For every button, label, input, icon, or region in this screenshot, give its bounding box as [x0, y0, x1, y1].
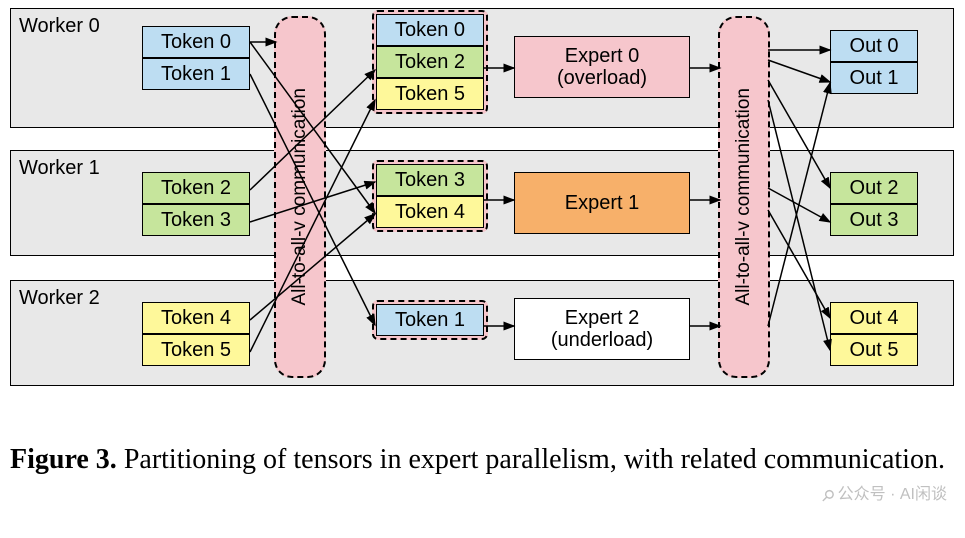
caption-bold: Figure 3. [10, 444, 117, 475]
watermark-text: 公众号 · AI闲谈 [838, 486, 947, 503]
output-token: Out 3 [830, 204, 918, 236]
comm-label: All-to-all-v communication [733, 88, 755, 306]
all-to-all-comm-0: All-to-all-v communication [274, 16, 326, 378]
routed-token: Token 5 [376, 78, 484, 110]
input-token: Token 2 [142, 172, 250, 204]
routed-token: Token 2 [376, 46, 484, 78]
figure-caption: Figure 3. Partitioning of tensors in exp… [10, 442, 950, 478]
all-to-all-comm-1: All-to-all-v communication [718, 16, 770, 378]
routed-token: Token 4 [376, 196, 484, 228]
input-token: Token 0 [142, 26, 250, 58]
routed-token: Token 0 [376, 14, 484, 46]
worker-label: Worker 0 [19, 15, 100, 38]
expert-box: Expert 2 (underload) [514, 298, 690, 360]
worker-label: Worker 1 [19, 157, 100, 180]
output-token: Out 2 [830, 172, 918, 204]
expert-box: Expert 0 (overload) [514, 36, 690, 98]
input-token: Token 4 [142, 302, 250, 334]
expert-box: Expert 1 [514, 172, 690, 234]
routed-token: Token 3 [376, 164, 484, 196]
output-token: Out 1 [830, 62, 918, 94]
routed-token: Token 1 [376, 304, 484, 336]
input-token: Token 3 [142, 204, 250, 236]
input-token: Token 1 [142, 58, 250, 90]
worker-label: Worker 2 [19, 287, 100, 310]
input-token: Token 5 [142, 334, 250, 366]
watermark: ⚲公众号 · AI闲谈 [822, 480, 947, 506]
caption-rest: Partitioning of tensors in expert parall… [117, 444, 945, 475]
comm-label: All-to-all-v communication [289, 88, 311, 306]
output-token: Out 4 [830, 302, 918, 334]
output-token: Out 0 [830, 30, 918, 62]
output-token: Out 5 [830, 334, 918, 366]
